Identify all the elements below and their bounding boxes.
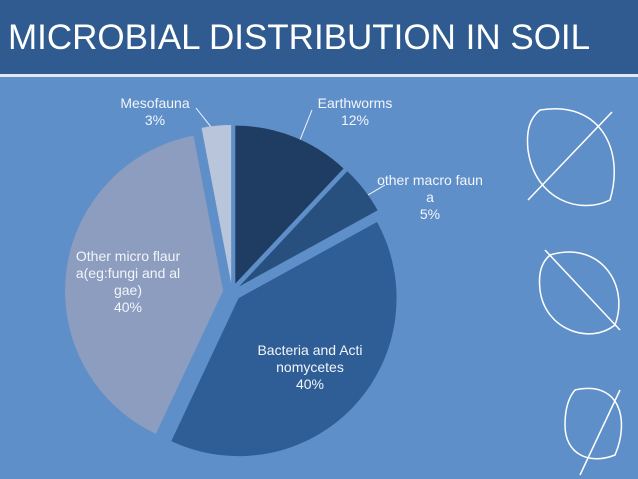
slice-label: Bacteria and Actinomycetes 40% — [255, 342, 365, 393]
value-label: 3% — [144, 112, 166, 128]
leaf-decoration — [526, 107, 623, 476]
pie-slice — [65, 135, 224, 434]
value-label: 40% — [295, 376, 325, 392]
category-label: Bacteria and Actinomycetes — [257, 342, 363, 375]
pie-slice — [201, 125, 232, 284]
value-label: 12% — [340, 112, 370, 128]
slice-label: other macro fauna 5% — [375, 172, 485, 223]
slice-label: Earthworms 12% — [300, 95, 410, 129]
category-label: Mesofauna — [120, 95, 190, 111]
pie-slice — [171, 222, 397, 457]
pie-slice — [239, 171, 378, 287]
value-label: 5% — [419, 206, 441, 222]
slice-label: Mesofauna 3% — [100, 95, 210, 129]
slice-label: Other micro flaura(eg:fungi and algae) 40… — [72, 248, 184, 316]
category-label: Other micro flaura(eg:fungi and algae) — [75, 248, 181, 298]
category-label: other macro fauna — [377, 172, 483, 205]
title-bar — [0, 0, 638, 77]
value-label: 40% — [113, 299, 143, 315]
pie-slice — [235, 125, 344, 284]
category-label: Earthworms — [317, 95, 393, 111]
chart-title: MICROBIAL DISTRIBUTION IN SOIL — [8, 18, 591, 57]
